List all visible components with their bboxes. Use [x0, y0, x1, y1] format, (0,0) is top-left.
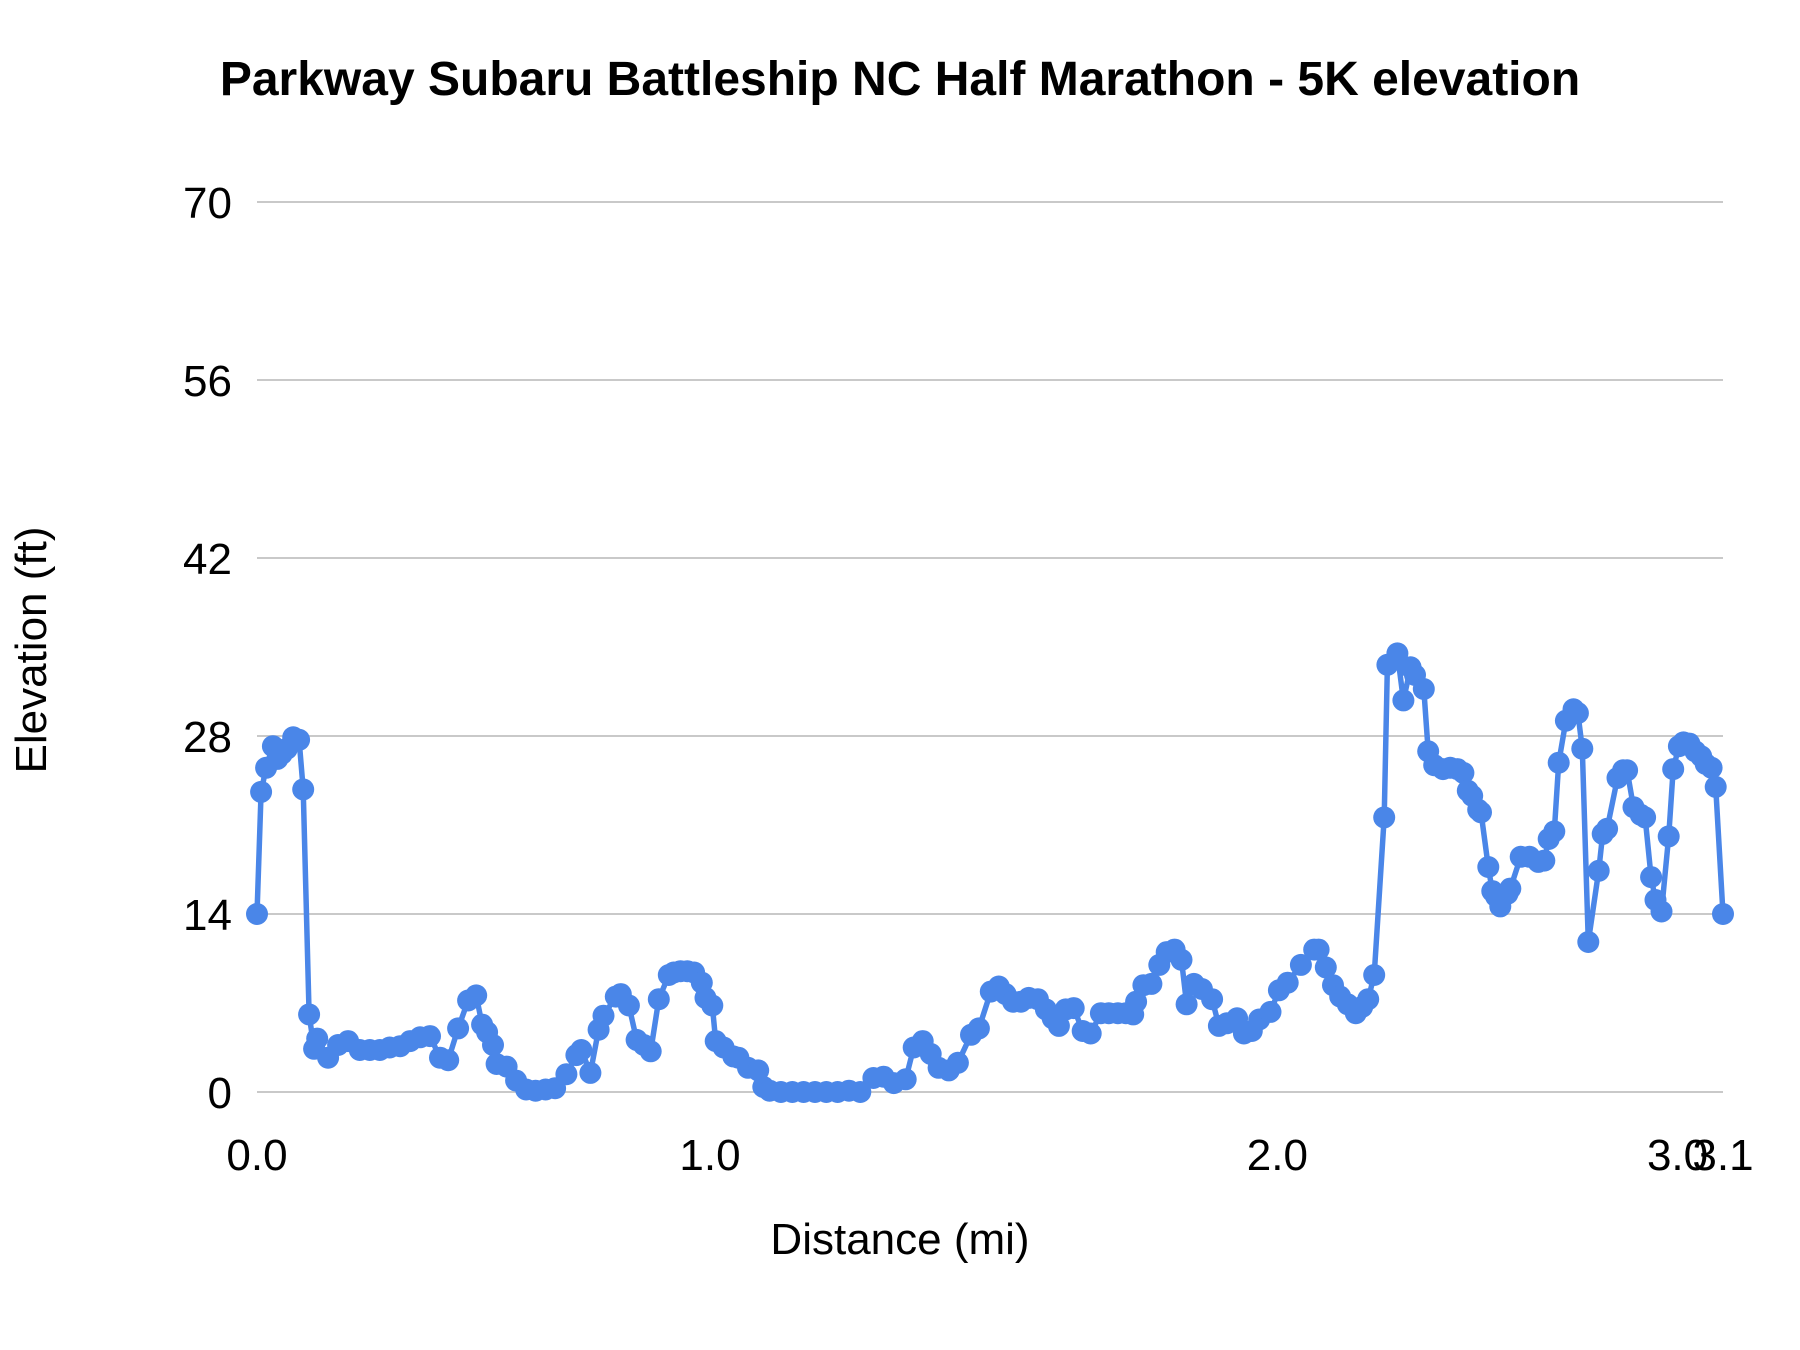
data-point [1289, 953, 1312, 976]
data-point [292, 778, 315, 801]
data-point [1357, 988, 1380, 1011]
data-point [1363, 964, 1386, 986]
data-point [1307, 938, 1330, 961]
data-point [647, 988, 670, 1011]
data-point [288, 728, 311, 751]
y-tick-label-42: 42 [183, 535, 232, 584]
x-tick-label-2.0: 2.0 [1247, 1131, 1308, 1180]
data-point [1170, 948, 1193, 971]
data-point [1577, 931, 1600, 953]
data-point [447, 1017, 470, 1040]
y-tick-label-28: 28 [183, 713, 232, 762]
data-point [570, 1039, 593, 1061]
data-point [1125, 990, 1148, 1013]
data-point [1640, 866, 1663, 889]
data-point [849, 1081, 872, 1103]
data-point [1650, 900, 1673, 923]
x-axis-title: Distance (mi) [770, 1215, 1030, 1264]
data-point [1047, 1014, 1070, 1037]
data-point [946, 1051, 969, 1074]
data-point [1596, 817, 1619, 840]
x-tick-label-1.0: 1.0 [679, 1131, 740, 1180]
data-point [250, 780, 273, 803]
data-point [1175, 993, 1198, 1016]
data-point [967, 1017, 990, 1040]
y-tick-label-70: 70 [183, 179, 232, 228]
data-point [298, 1003, 321, 1026]
x-tick-label-3.1: 3.1 [1692, 1131, 1753, 1180]
data-point [1201, 988, 1224, 1011]
data-point [592, 1004, 615, 1027]
data-point [1587, 859, 1610, 882]
data-point [1543, 820, 1566, 843]
data-point [419, 1025, 441, 1048]
data-point [894, 1068, 917, 1091]
data-point [1140, 972, 1163, 995]
data-point [1412, 678, 1435, 700]
data-point [1566, 702, 1589, 725]
data-point [1470, 801, 1492, 824]
data-point [1499, 877, 1522, 900]
data-point [1533, 849, 1556, 872]
data-point [1547, 751, 1570, 774]
data-point [1259, 1000, 1282, 1023]
data-point [1634, 806, 1657, 829]
data-point [437, 1049, 460, 1072]
chart-title: Parkway Subaru Battleship NC Half Marath… [219, 53, 1581, 106]
x-tick-label-0.0: 0.0 [226, 1131, 287, 1180]
data-point [1704, 775, 1727, 798]
data-point [1700, 756, 1723, 779]
data-point [639, 1040, 662, 1063]
data-point [465, 984, 488, 1007]
data-point [1276, 971, 1299, 994]
data-point [1314, 956, 1337, 979]
data-point [701, 994, 724, 1017]
data-point [1452, 761, 1475, 784]
data-point [1616, 759, 1639, 782]
y-tick-label-14: 14 [183, 891, 232, 940]
x-tick-label-3.0: 3.0 [1647, 1131, 1708, 1180]
data-point [482, 1034, 504, 1056]
y-tick-label-0: 0 [208, 1069, 232, 1118]
data-point [1373, 806, 1396, 829]
data-point [1662, 758, 1685, 781]
data-point [1079, 1022, 1102, 1045]
data-point [1386, 642, 1409, 665]
data-point [246, 903, 268, 925]
data-point [1571, 737, 1594, 760]
data-point [579, 1061, 602, 1084]
data-point [1062, 997, 1085, 1020]
data-point [617, 994, 640, 1017]
data-point [306, 1027, 329, 1050]
data-point [1477, 856, 1500, 878]
data-point [555, 1063, 578, 1086]
y-tick-label-56: 56 [183, 357, 232, 406]
data-point [747, 1059, 770, 1082]
data-point [1712, 903, 1734, 925]
data-point [1392, 689, 1415, 712]
data-point [1657, 825, 1680, 848]
